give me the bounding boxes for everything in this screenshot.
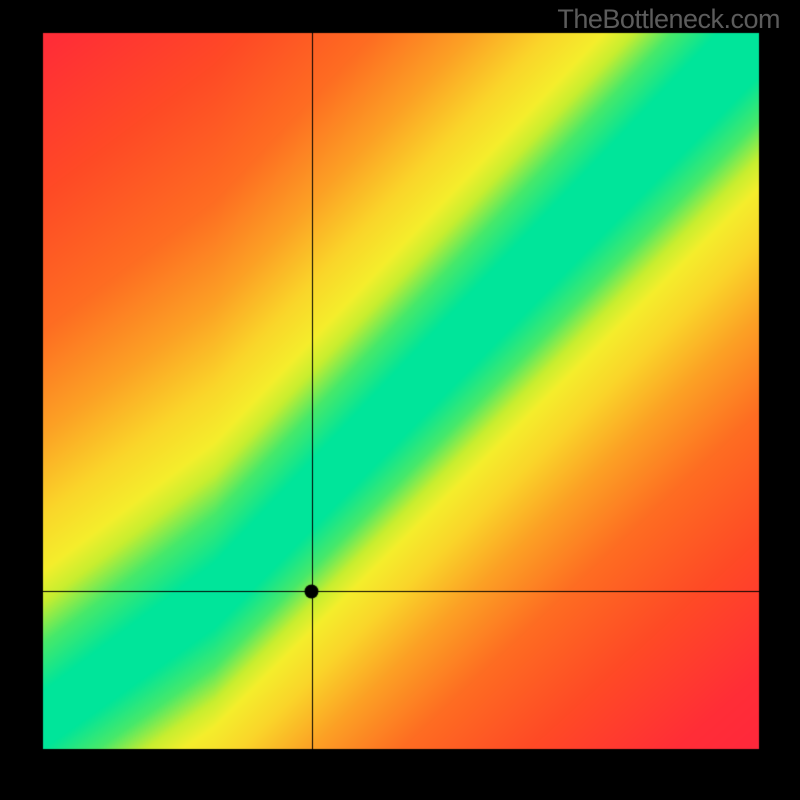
watermark-text: TheBottleneck.com — [557, 4, 780, 35]
chart-container: TheBottleneck.com — [0, 0, 800, 800]
heatmap-canvas — [0, 0, 800, 800]
